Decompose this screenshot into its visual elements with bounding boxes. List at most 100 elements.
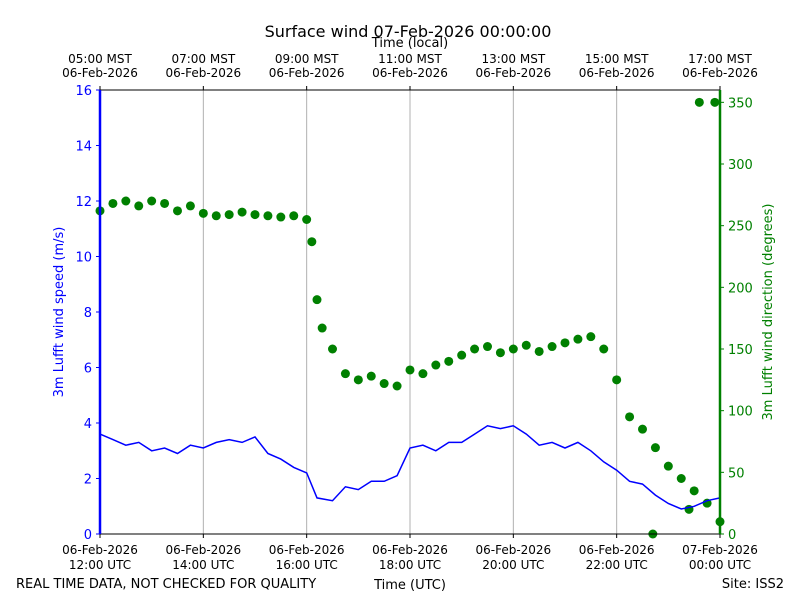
top-tick-time: 15:00 MST (585, 52, 649, 66)
right-tick-label: 150 (728, 343, 753, 358)
direction-point (307, 237, 317, 247)
bottom-tick-time: 00:00 UTC (689, 558, 751, 572)
direction-point (121, 196, 131, 206)
direction-point (198, 208, 208, 218)
top-tick-date: 06-Feb-2026 (165, 66, 241, 80)
right-tick-label: 250 (728, 220, 753, 235)
right-tick-label: 200 (728, 281, 753, 296)
top-tick-time: 11:00 MST (378, 52, 442, 66)
bottom-tick-date: 06-Feb-2026 (579, 543, 655, 557)
top-axis-title: Time (local) (371, 36, 448, 51)
bottom-tick-time: 16:00 UTC (276, 558, 338, 572)
direction-point (689, 486, 699, 496)
right-axis-label: 3m Lufft wind direction (degrees) (761, 204, 776, 421)
direction-point (185, 201, 195, 211)
direction-point (160, 198, 170, 208)
direction-point (495, 348, 505, 358)
top-tick-time: 09:00 MST (275, 52, 339, 66)
direction-point (418, 369, 428, 379)
grid-lines (202, 90, 618, 534)
direction-point (599, 344, 609, 354)
left-tick-label: 10 (75, 251, 92, 266)
site-label: Site: ISS2 (722, 577, 784, 592)
direction-point (676, 474, 686, 483)
direction-point (173, 206, 182, 216)
direction-point (612, 375, 622, 385)
quality-disclaimer: REAL TIME DATA, NOT CHECKED FOR QUALITY (16, 577, 316, 592)
top-tick-time: 13:00 MST (481, 52, 545, 66)
bottom-tick-time: 22:00 UTC (586, 558, 648, 572)
direction-point (302, 215, 312, 224)
direction-point (392, 381, 402, 391)
chart-title: Surface wind 07-Feb-2026 00:00:00 (265, 22, 552, 41)
direction-point (237, 207, 247, 217)
direction-point (650, 443, 660, 453)
bottom-tick-time: 20:00 UTC (482, 558, 544, 572)
direction-point (147, 196, 157, 206)
bottom-tick-time: 12:00 UTC (69, 558, 131, 572)
bottom-tick-date: 07-Feb-2026 (682, 543, 758, 557)
top-tick-time: 17:00 MST (688, 52, 752, 66)
bottom-tick-date: 06-Feb-2026 (62, 543, 138, 557)
direction-point (470, 344, 480, 354)
direction-point (366, 371, 376, 381)
direction-point (638, 424, 647, 434)
top-tick-date: 06-Feb-2026 (475, 66, 551, 80)
direction-point (289, 211, 299, 221)
direction-point (694, 97, 704, 107)
right-tick-label: 50 (728, 466, 745, 481)
top-tick-date: 06-Feb-2026 (579, 66, 655, 80)
bottom-tick-date: 06-Feb-2026 (475, 543, 551, 557)
direction-point (547, 342, 557, 352)
direction-point (625, 412, 635, 422)
right-tick-label: 300 (728, 158, 753, 173)
direction-point (134, 201, 144, 211)
right-tick-label: 100 (728, 405, 753, 420)
left-tick-label: 12 (75, 195, 92, 210)
direction-point (508, 344, 518, 354)
left-axis-ticks: 0 2 4 6 8 10 12 14 16 (75, 84, 100, 543)
direction-point (211, 211, 221, 221)
top-tick-time: 05:00 MST (68, 52, 132, 66)
bottom-axis-label: Time (UTC) (373, 578, 446, 593)
direction-point (312, 295, 322, 305)
direction-point (379, 379, 389, 389)
direction-point (317, 323, 327, 333)
direction-point (263, 211, 273, 221)
left-tick-label: 4 (84, 417, 92, 432)
right-tick-label: 0 (728, 528, 736, 543)
bottom-tick-date: 06-Feb-2026 (372, 543, 448, 557)
direction-point (328, 344, 337, 354)
left-tick-label: 6 (84, 362, 92, 377)
bottom-tick-time: 14:00 UTC (172, 558, 234, 572)
speed-series-line (99, 425, 721, 510)
direction-point (276, 212, 286, 222)
direction-point (573, 334, 583, 344)
direction-point (483, 342, 492, 352)
bottom-tick-date: 06-Feb-2026 (165, 543, 241, 557)
direction-point (663, 461, 673, 471)
top-tick-date: 06-Feb-2026 (62, 66, 138, 80)
direction-point (457, 350, 467, 360)
right-axis-ticks: 0 50 100 150 200 250 300 350 (720, 96, 753, 543)
direction-point (534, 346, 544, 356)
direction-point (405, 365, 415, 375)
direction-point (250, 210, 260, 220)
direction-point (224, 210, 234, 220)
left-tick-label: 0 (84, 528, 92, 543)
top-tick-date: 06-Feb-2026 (269, 66, 345, 80)
left-tick-label: 14 (75, 140, 92, 155)
direction-point (444, 356, 454, 366)
bottom-tick-time: 18:00 UTC (379, 558, 441, 572)
direction-point (340, 369, 350, 379)
left-tick-label: 8 (84, 306, 92, 321)
direction-series (95, 97, 725, 539)
direction-point (586, 332, 596, 342)
direction-point (431, 360, 441, 370)
direction-point (108, 198, 118, 208)
direction-point (560, 338, 570, 348)
right-tick-label: 350 (728, 96, 753, 111)
